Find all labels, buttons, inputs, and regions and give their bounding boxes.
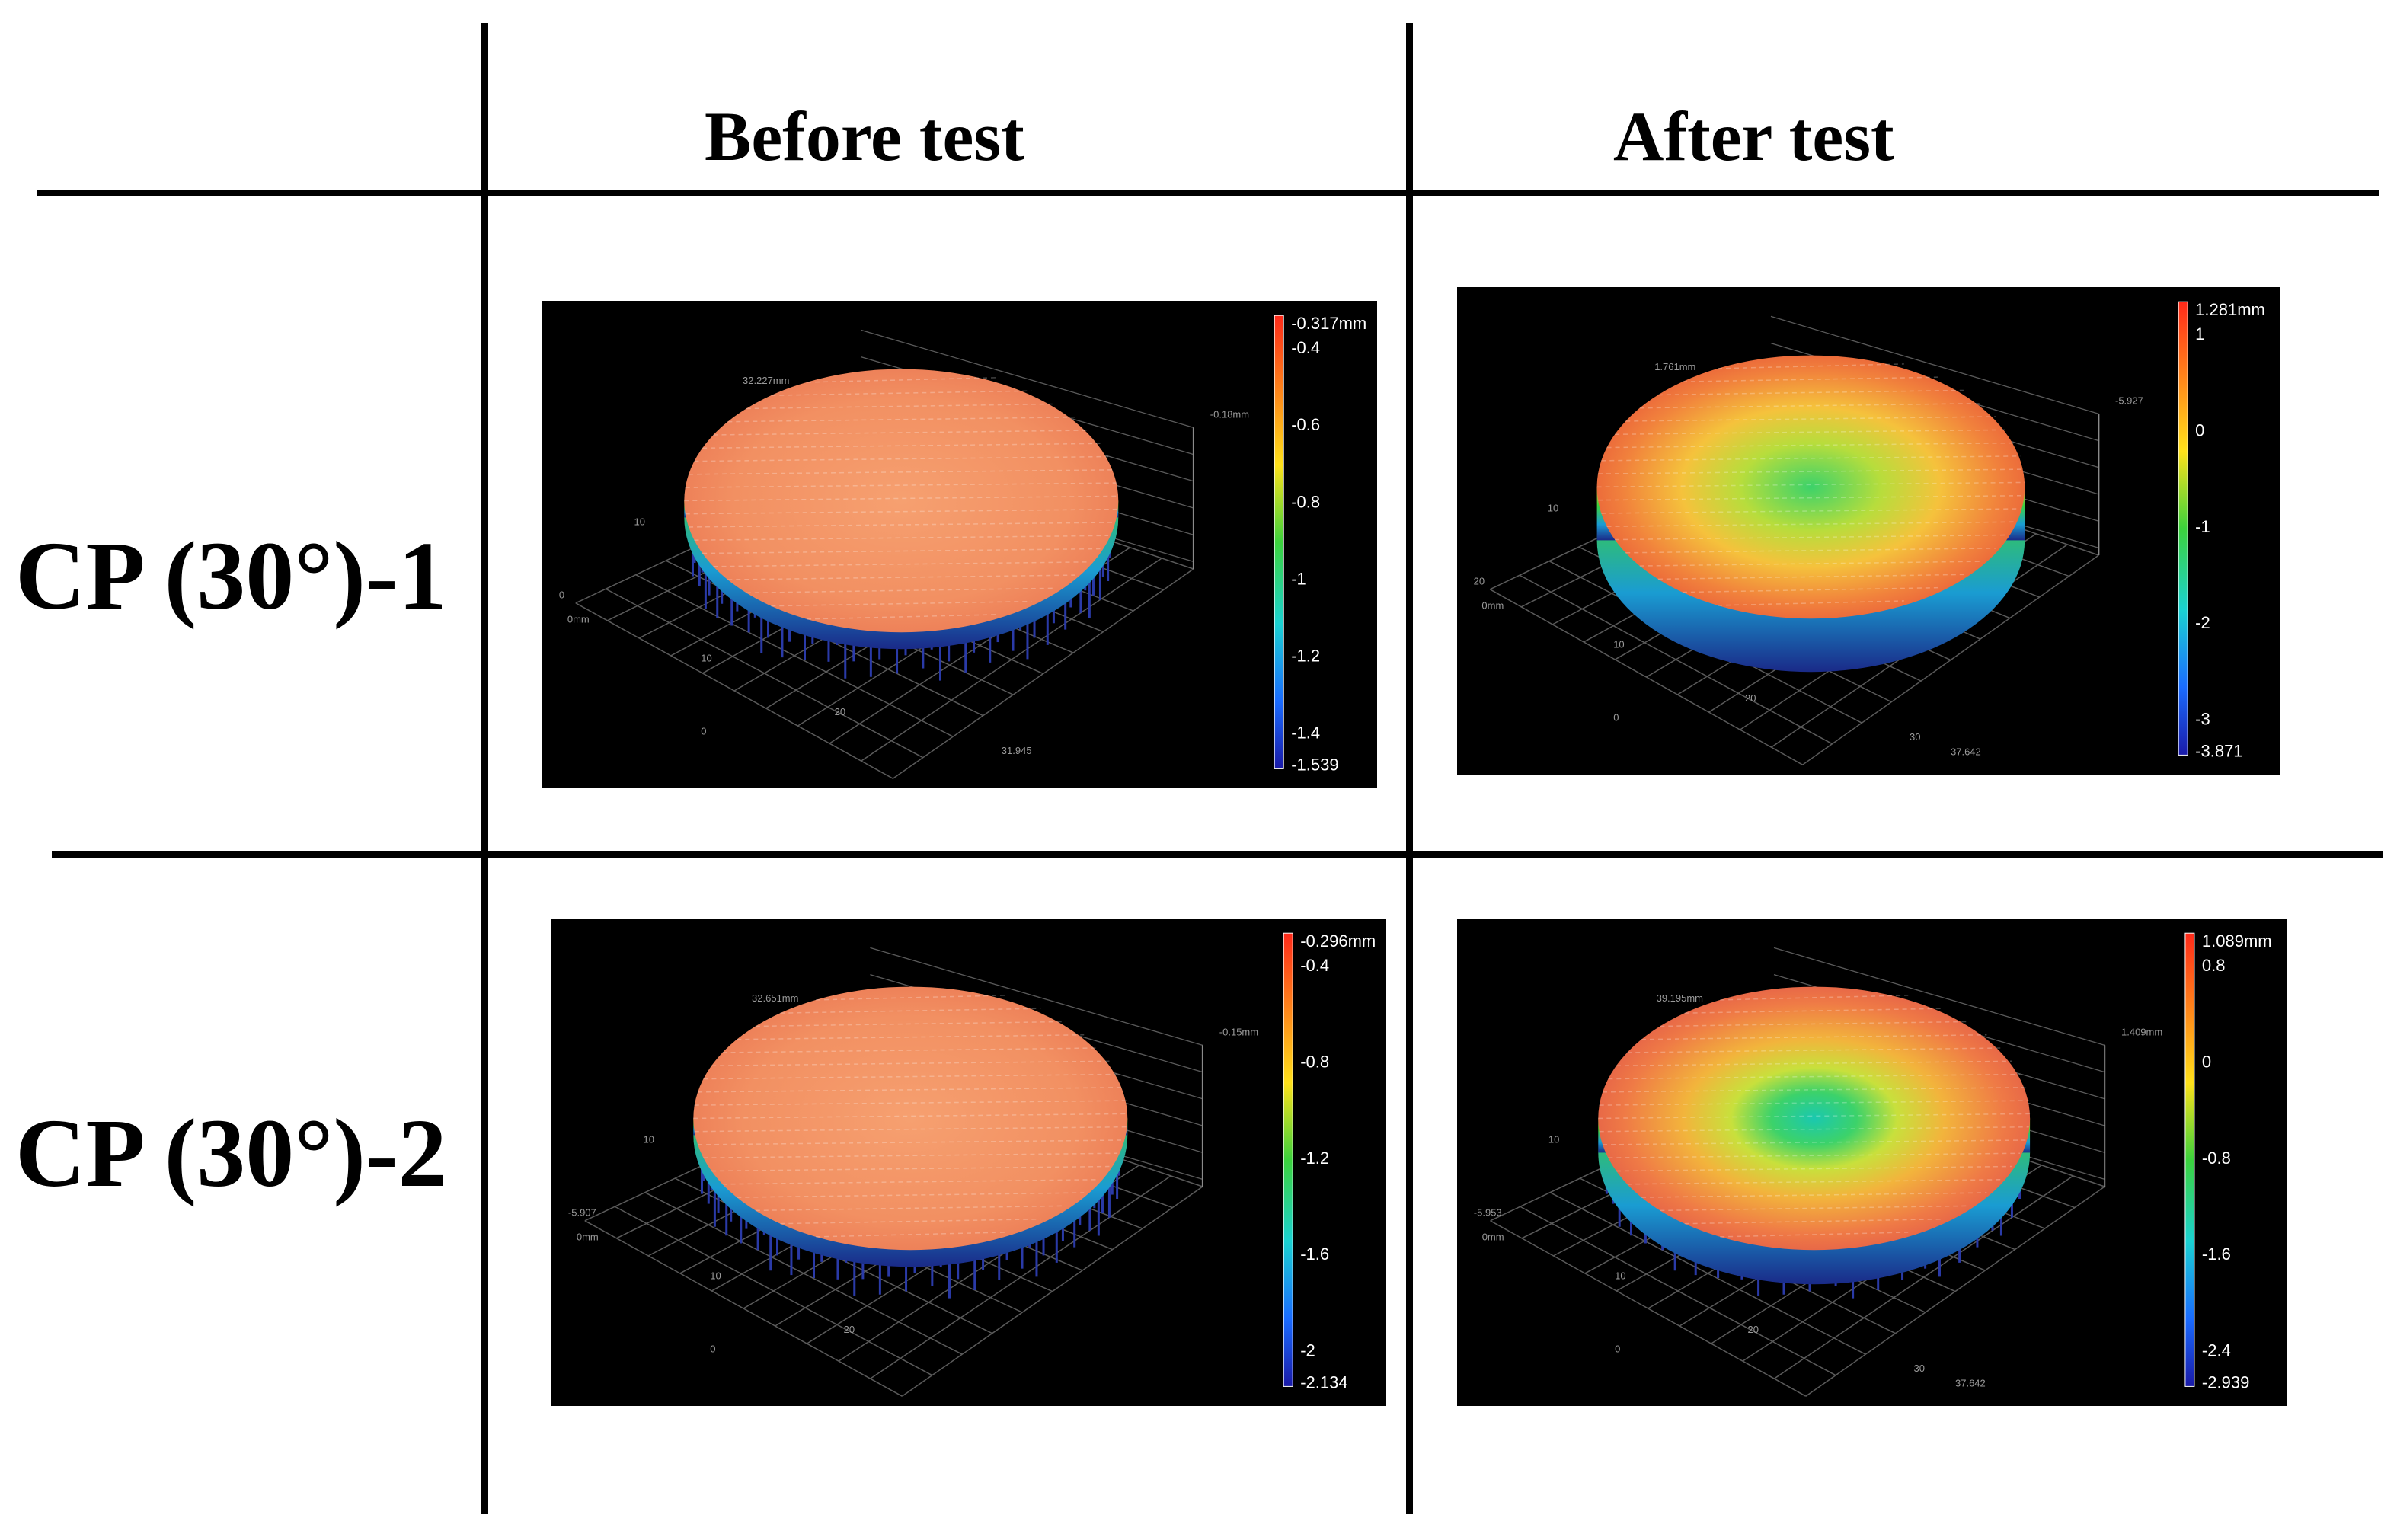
profile-image-cp1-before: 32.227mm -0.18mm 0 10 0 0mm 10 20 31.945 -0.317mm… [542, 301, 1377, 788]
axis-label: 0 [1613, 712, 1619, 724]
row-header-cp2: CP (30°)-2 [15, 1099, 447, 1207]
disc-surface [1596, 355, 2025, 619]
colorbar-tick-label: -3 [2195, 709, 2210, 728]
axis-label: 10 [1613, 639, 1624, 650]
colorbar-tick-label: -1.4 [1291, 723, 1320, 742]
axis-label: 0mm [1482, 1231, 1504, 1242]
axis-label: 30 [1910, 731, 1920, 743]
axis-label: -5.953 [1474, 1206, 1502, 1218]
axis-label: 10 [1548, 502, 1558, 513]
colorbar-min-label: -3.871 [2195, 741, 2242, 760]
colorbar-tick-label: -0.6 [1291, 415, 1320, 434]
colorbar-tick-label: -0.4 [1291, 338, 1320, 357]
axis-label: 0 [701, 726, 706, 737]
axis-label: 0 [559, 589, 564, 600]
axis-label: 1.761mm [1654, 361, 1695, 372]
profile-image-cp2-after: 39.195mm 1.409mm -5.953 10 0 0mm 10 20 30 37.642 1… [1457, 919, 2287, 1406]
colorbar-tick-label: 1 [2195, 324, 2204, 343]
colorbar [2184, 932, 2195, 1387]
colorbar-tick-label: 0 [2202, 1053, 2211, 1072]
colorbar-tick-label: 0 [2195, 421, 2204, 440]
colorbar-max-label: -0.296mm [1300, 931, 1376, 951]
colorbar-tick-label: -0.4 [1300, 956, 1329, 975]
colorbar [1283, 932, 1293, 1387]
colorbar-min-label: -1.539 [1291, 755, 1338, 774]
axis-label: 0mm [577, 1231, 599, 1242]
horizontal-rule-middle [52, 851, 2383, 858]
colorbar-max-label: -0.317mm [1291, 314, 1366, 333]
axis-label: -0.18mm [1210, 409, 1249, 420]
axis-label: 10 [1548, 1133, 1559, 1145]
profile-svg: 32.651mm -0.15mm -5.907 10 0 0mm 10 20 -0.296mm -… [568, 931, 1376, 1397]
colorbar-min-label: -2.939 [2202, 1372, 2249, 1391]
disc-surface [693, 986, 1128, 1251]
colorbar-tick-label: -0.8 [1300, 1053, 1329, 1072]
disc-surface [1598, 986, 2031, 1251]
profile-svg: 39.195mm 1.409mm -5.953 10 0 0mm 10 20 30 37.642 1… [1474, 931, 2272, 1397]
colorbar-tick-label: -1 [2195, 517, 2210, 536]
colorbar-tick-label: -1.6 [1300, 1244, 1329, 1264]
colorbar-tick-label: -2 [2195, 613, 2210, 632]
axis-label: -5.927 [2115, 395, 2143, 407]
profile-image-cp1-after: 1.761mm -5.927 20 10 0 0mm 10 20 30 37.642 1.281mm… [1457, 287, 2280, 775]
row-header-cp1: CP (30°)-1 [15, 522, 447, 630]
colorbar-tick-label: -1.2 [1291, 646, 1320, 665]
axis-label: 30 [1914, 1363, 1925, 1374]
colorbar-max-label: 1.281mm [2195, 300, 2265, 319]
axis-label: 31.945 [1002, 745, 1032, 756]
colorbar [2178, 301, 2188, 756]
colorbar-tick-label: -2.4 [2202, 1340, 2231, 1359]
colorbar-tick-label: -0.8 [1291, 492, 1320, 511]
axis-label: 20 [835, 706, 845, 717]
profile-svg: 32.227mm -0.18mm 0 10 0 0mm 10 20 31.945 -0.317mm… [559, 314, 1366, 779]
column-header-after: After test [1613, 97, 1894, 175]
axis-label: 10 [1615, 1270, 1625, 1282]
horizontal-rule-header [37, 190, 2379, 196]
axis-label: -5.907 [568, 1206, 596, 1218]
axis-label: 10 [644, 1133, 654, 1145]
colorbar-tick-label: 0.8 [2202, 956, 2226, 975]
axis-label: 37.642 [1955, 1377, 1986, 1388]
axis-label: 0mm [1481, 599, 1504, 611]
axis-label: 20 [1748, 1324, 1759, 1335]
profile-image-cp2-before: 32.651mm -0.15mm -5.907 10 0 0mm 10 20 -0.296mm -… [551, 919, 1386, 1406]
axis-label: 20 [844, 1324, 855, 1335]
colorbar-min-label: -2.134 [1300, 1372, 1347, 1391]
axis-label: 0mm [567, 613, 590, 625]
column-header-before: Before test [705, 97, 1024, 175]
axis-label: 0 [1615, 1344, 1620, 1355]
colorbar [1274, 315, 1284, 769]
colorbar-tick-label: -0.8 [2202, 1149, 2231, 1168]
vertical-rule-right [1406, 23, 1413, 1514]
axis-label: 32.651mm [752, 992, 798, 1004]
axis-label: -0.15mm [1219, 1027, 1258, 1038]
axis-label: 10 [701, 653, 711, 664]
profile-svg: 1.761mm-5.927201000mm10203037.6421.281mm… [1474, 300, 2265, 765]
axis-label: 20 [1745, 692, 1756, 704]
colorbar-tick-label: -1 [1291, 569, 1306, 588]
colorbar-tick-label: -1.2 [1300, 1149, 1329, 1168]
axis-label: 1.409mm [2121, 1027, 2162, 1038]
axis-label: 20 [1474, 575, 1485, 586]
colorbar-tick-label: -2 [1300, 1340, 1315, 1359]
axis-label: 32.227mm [743, 375, 789, 386]
axis-label: 39.195mm [1657, 992, 1703, 1004]
colorbar-tick-label: -1.6 [2202, 1244, 2231, 1264]
axis-label: 0 [710, 1344, 715, 1355]
axis-label: 37.642 [1951, 746, 1981, 757]
axis-label: 10 [634, 516, 645, 527]
disc-surface [684, 369, 1119, 633]
vertical-rule-left [481, 23, 488, 1514]
colorbar-max-label: 1.089mm [2202, 931, 2272, 951]
axis-label: 10 [710, 1270, 721, 1282]
